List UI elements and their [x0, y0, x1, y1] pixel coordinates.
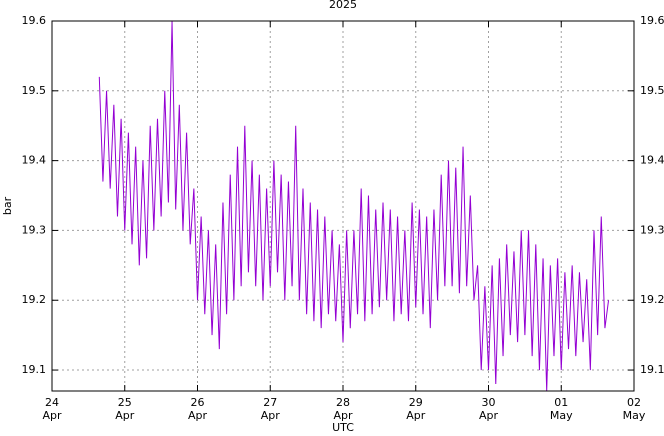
x-tick-label-line: 25: [118, 396, 132, 409]
y2-tick-label: 19.1: [640, 363, 664, 376]
y-tick-label: 19.4: [22, 154, 47, 167]
y2-tick-label: 19.4: [640, 154, 664, 167]
x-tick-label: 02 May: [623, 396, 646, 422]
x-tick-label: 24 Apr: [42, 396, 62, 422]
y-tick-label: 19.1: [22, 363, 47, 376]
x-tick-label-line: 01: [554, 396, 568, 409]
y2-tick-label: 19.2: [640, 293, 664, 306]
x-tick-label-line: Apr: [406, 409, 426, 422]
x-tick-label: 30 Apr: [479, 396, 499, 422]
x-tick-label: 01 May: [550, 396, 573, 422]
y2-tick-label: 19.5: [640, 84, 664, 97]
data-line: [98, 20, 610, 392]
x-tick-label-line: 29: [409, 396, 423, 409]
x-tick-label-line: 26: [191, 396, 205, 409]
x-tick-label-line: 27: [263, 396, 277, 409]
x-tick-label-line: Apr: [42, 409, 62, 422]
x-tick-label-line: 24: [45, 396, 59, 409]
x-tick-label: 29 Apr: [406, 396, 426, 422]
plot-frame: [51, 20, 635, 392]
y-tick-label: 19.6: [22, 14, 47, 27]
x-tick-label-line: Apr: [188, 409, 208, 422]
x-tick-label: 27 Apr: [261, 396, 281, 422]
x-tick-label-line: Apr: [479, 409, 499, 422]
x-tick-label-line: May: [623, 409, 646, 422]
x-tick-label-line: 02: [627, 396, 641, 409]
x-tick-label-line: Apr: [333, 409, 353, 422]
x-tick-label-line: Apr: [115, 409, 135, 422]
y-tick-label: 19.5: [22, 84, 47, 97]
y2-tick-label: 19.6: [640, 14, 664, 27]
x-tick-label: 26 Apr: [188, 396, 208, 422]
x-tick-label-line: 30: [482, 396, 496, 409]
x-tick-label: 28 Apr: [333, 396, 353, 422]
chart-title: 2025: [329, 0, 357, 11]
y2-tick-label: 19.3: [640, 223, 664, 236]
x-tick-label-line: 28: [336, 396, 350, 409]
x-tick-label-line: May: [550, 409, 573, 422]
y-tick-label: 19.2: [22, 293, 47, 306]
y-tick-label: 19.3: [22, 223, 47, 236]
x-tick-label: 25 Apr: [115, 396, 135, 422]
x-axis-label: UTC: [332, 421, 354, 432]
y-axis-label: bar: [1, 196, 14, 215]
x-tick-label-line: Apr: [261, 409, 281, 422]
